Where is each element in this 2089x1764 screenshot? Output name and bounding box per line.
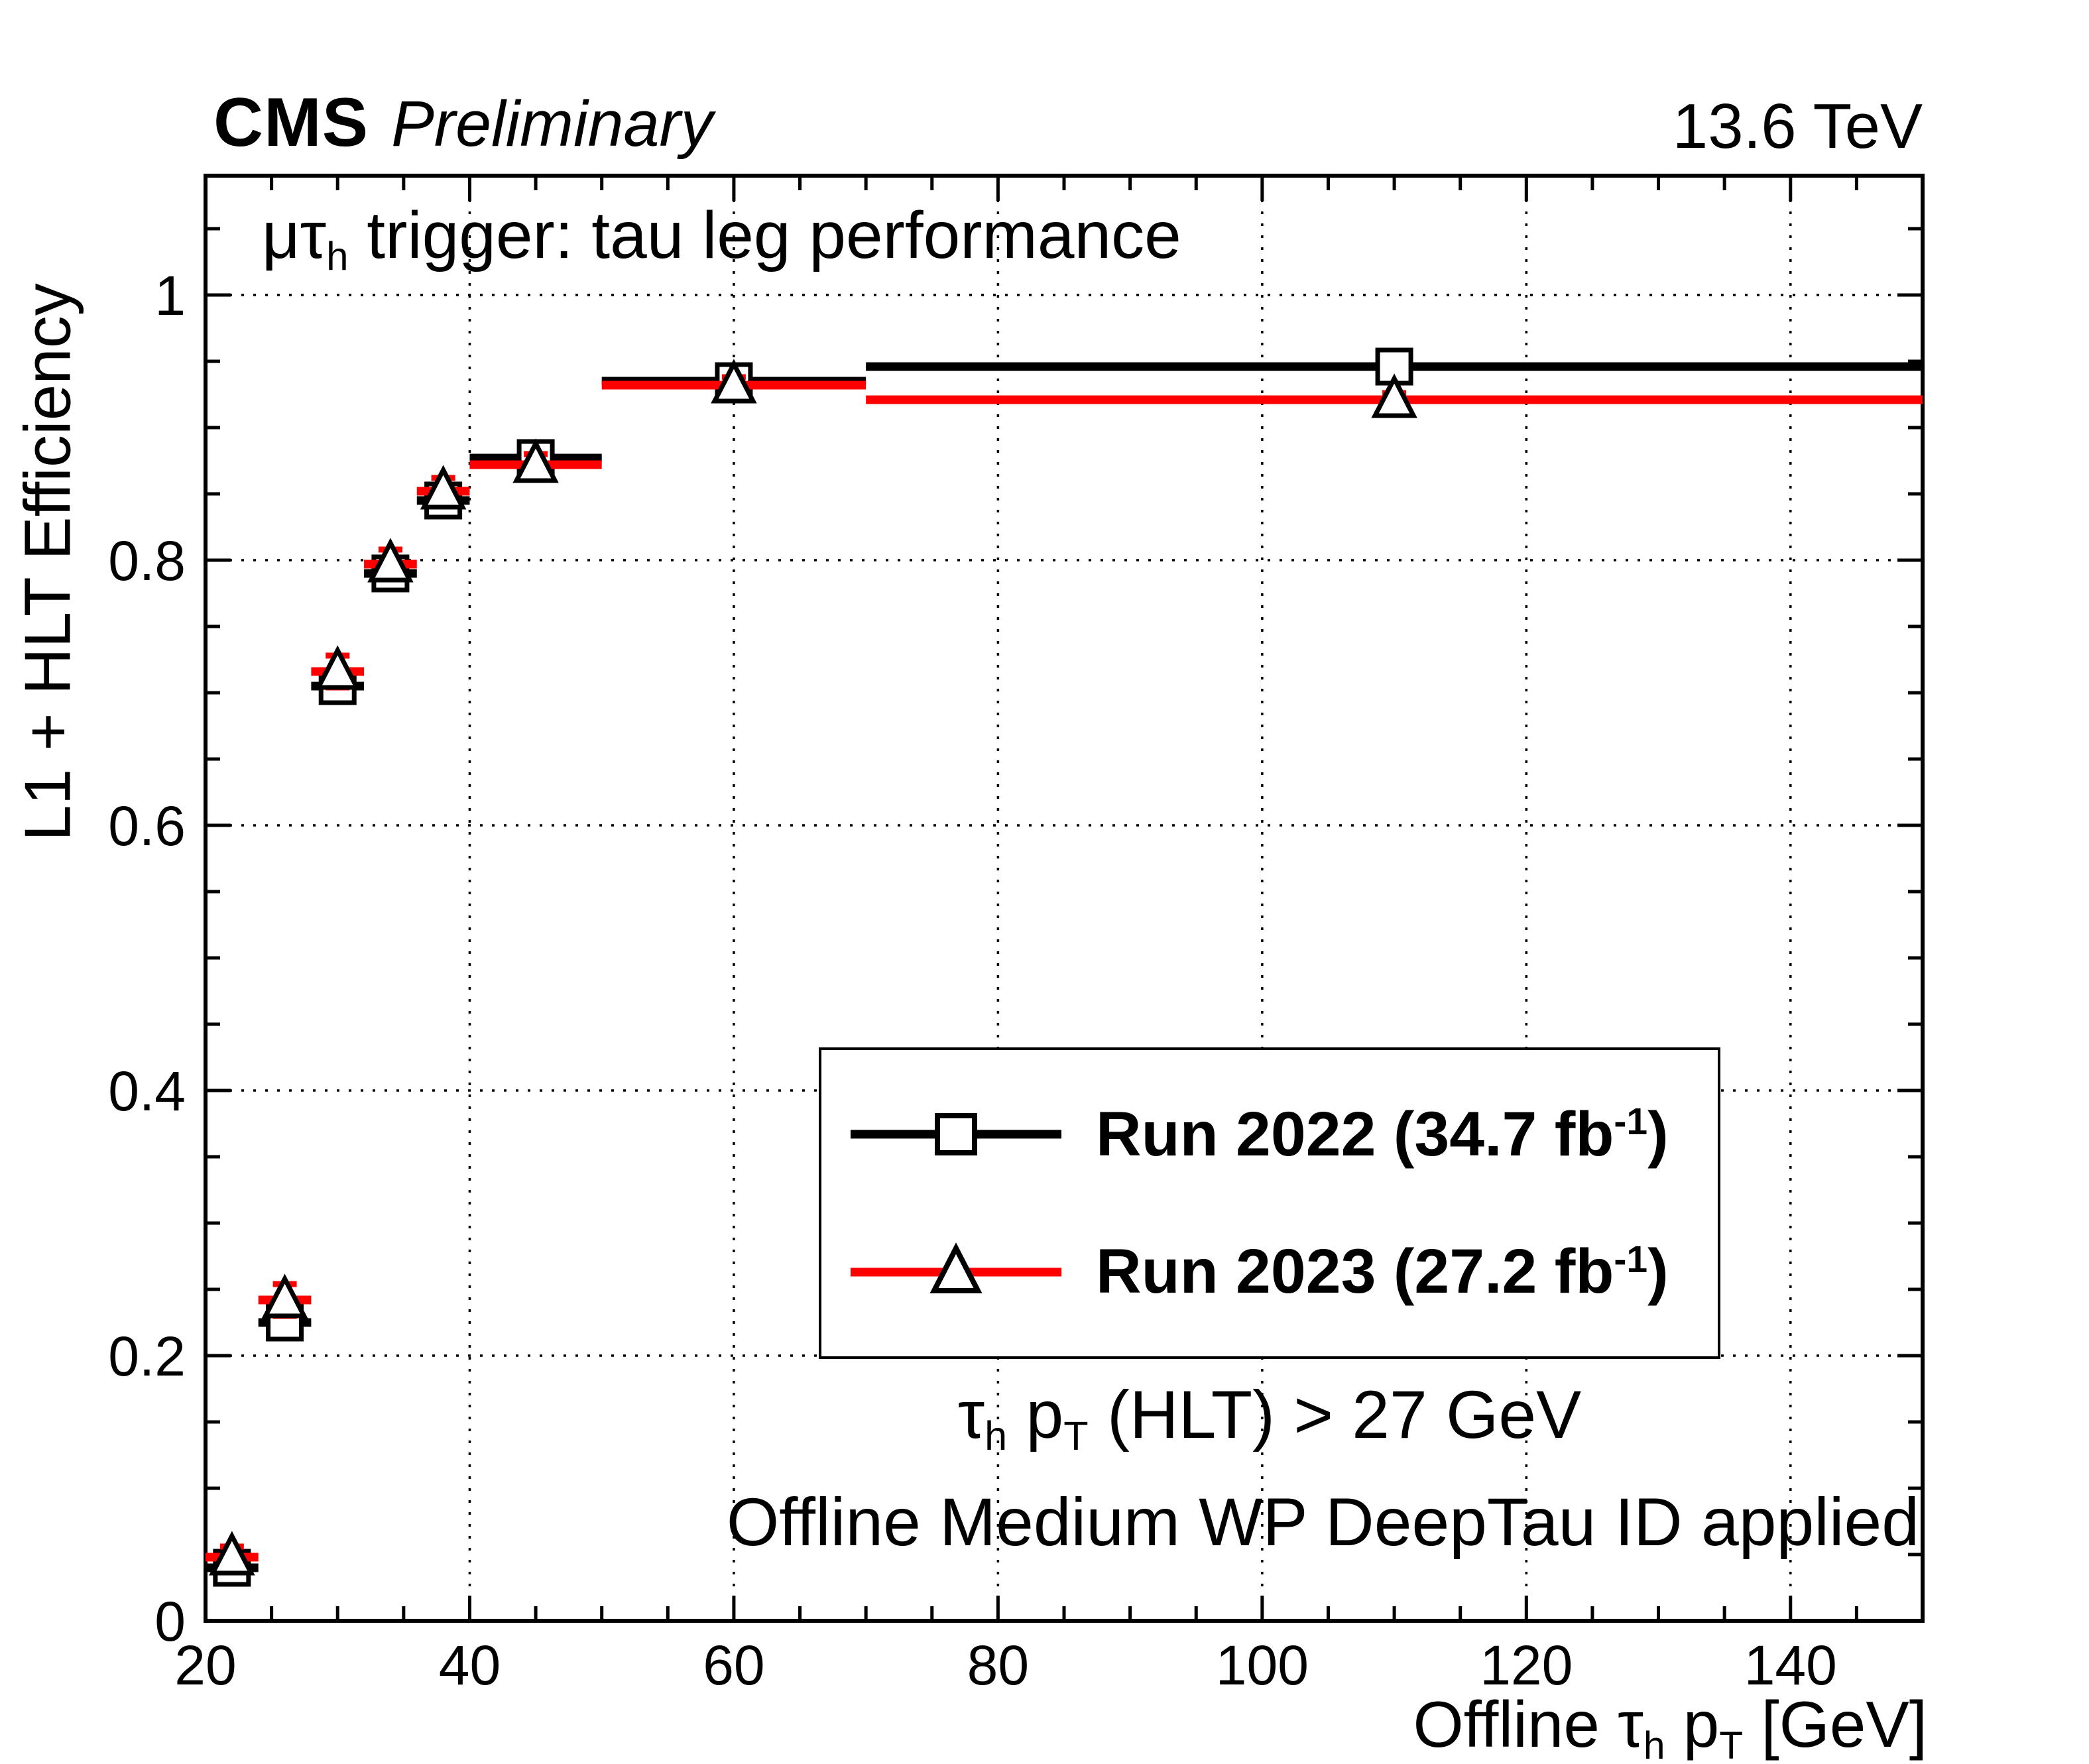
svg-text:40: 40 bbox=[439, 1634, 501, 1696]
legend-label-run2023: Run 2023 (27.2 fb-1) bbox=[1096, 1236, 1669, 1308]
svg-text:120: 120 bbox=[1480, 1634, 1573, 1696]
svg-text:20: 20 bbox=[174, 1634, 236, 1696]
legend-label-run2022: Run 2022 (34.7 fb-1) bbox=[1096, 1098, 1669, 1171]
hlt-threshold-label: τh pT (HLT) > 27 GeV bbox=[819, 1376, 1720, 1456]
svg-text:1: 1 bbox=[154, 265, 186, 327]
svg-text:0.6: 0.6 bbox=[108, 795, 186, 857]
plot-title-rest: trigger: tau leg performance bbox=[348, 198, 1181, 272]
x-title-p-sub: T bbox=[1719, 1724, 1744, 1764]
x-title-p: p bbox=[1665, 1688, 1720, 1761]
x-title-tau: τ bbox=[1618, 1688, 1643, 1761]
cut1-tau-sub: h bbox=[985, 1413, 1008, 1459]
plot-frame bbox=[204, 174, 1925, 1623]
svg-text:0.8: 0.8 bbox=[108, 530, 186, 592]
svg-text:80: 80 bbox=[967, 1634, 1029, 1696]
y-axis-title: L1 + HLT Efficiency bbox=[11, 283, 84, 841]
legend-label-run2023-sup: -1 bbox=[1614, 1238, 1648, 1281]
legend-entry-run2023: Run 2023 (27.2 fb-1) bbox=[821, 1219, 1718, 1325]
series-run2023 bbox=[206, 359, 1923, 1576]
legend-label-run2022-sup: -1 bbox=[1614, 1100, 1648, 1144]
legend-label-run2022-text: Run 2022 (34.7 fb bbox=[1096, 1098, 1614, 1169]
plot-title-main: μτ bbox=[262, 198, 327, 272]
cut1-tau: τ bbox=[957, 1377, 985, 1452]
legend-marker-run2022-icon bbox=[851, 1113, 1061, 1156]
gridlines bbox=[206, 176, 1923, 1621]
cms-header: CMS Preliminary bbox=[213, 84, 713, 162]
x-title-pre: Offline bbox=[1413, 1688, 1618, 1761]
svg-text:60: 60 bbox=[703, 1634, 764, 1696]
legend-entry-run2022: Run 2022 (34.7 fb-1) bbox=[821, 1081, 1718, 1187]
legend-label-run2023-end: ) bbox=[1647, 1236, 1669, 1307]
x-axis-title: Offline τh pT [GeV] bbox=[1413, 1687, 1927, 1764]
x-title-tau-sub: h bbox=[1643, 1724, 1665, 1764]
legend-marker-run2023-icon bbox=[851, 1242, 1061, 1293]
legend-label-run2022-end: ) bbox=[1647, 1098, 1669, 1169]
axis-ticks bbox=[204, 176, 1923, 1623]
x-tick-labels: 20 40 60 80 100 120 140 bbox=[174, 1634, 1837, 1696]
plot-title: μτh trigger: tau leg performance bbox=[262, 198, 1181, 276]
cut1-rest: (HLT) > 27 GeV bbox=[1088, 1377, 1582, 1452]
energy-label: 13.6 TeV bbox=[1672, 91, 1923, 162]
plot-title-sub: h bbox=[326, 234, 349, 278]
y-tick-labels: 0 0.2 0.4 0.6 0.8 1 bbox=[108, 265, 186, 1653]
svg-text:0.2: 0.2 bbox=[108, 1325, 186, 1387]
x-title-post: [GeV] bbox=[1743, 1688, 1927, 1761]
svg-text:100: 100 bbox=[1216, 1634, 1309, 1696]
preliminary-label: Preliminary bbox=[391, 88, 713, 160]
svg-text:0: 0 bbox=[154, 1590, 186, 1653]
offline-id-label: Offline Medium WP DeepTau ID applied bbox=[726, 1484, 1919, 1560]
cut1-p: p bbox=[1007, 1377, 1064, 1452]
cut1-p-sub: T bbox=[1063, 1413, 1089, 1459]
experiment-name: CMS bbox=[213, 84, 369, 161]
svg-text:0.4: 0.4 bbox=[108, 1060, 186, 1122]
legend: Run 2022 (34.7 fb-1) Run 2023 (27.2 fb-1… bbox=[819, 1047, 1720, 1359]
svg-text:140: 140 bbox=[1744, 1634, 1837, 1696]
legend-label-run2023-text: Run 2023 (27.2 fb bbox=[1096, 1236, 1614, 1307]
